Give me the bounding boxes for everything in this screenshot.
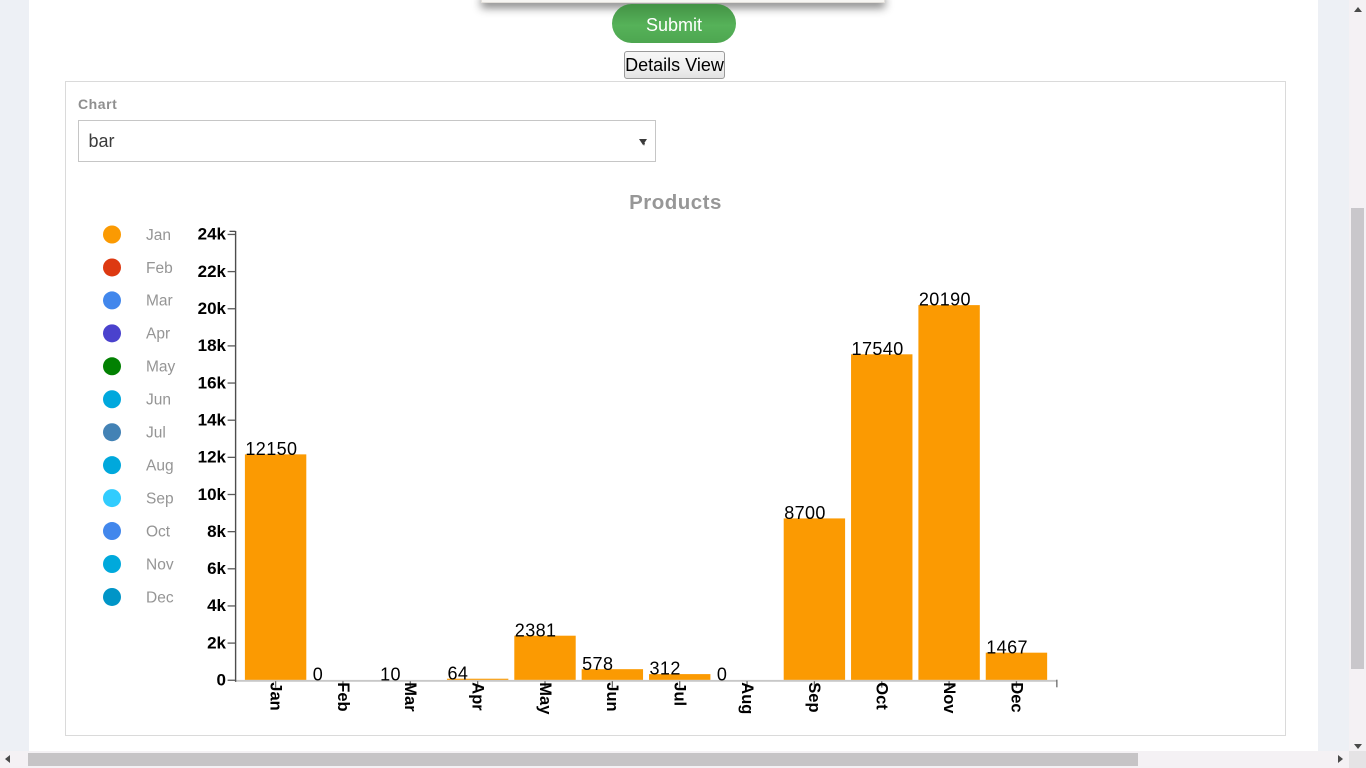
svg-text:Jan: Jan [146,227,171,244]
svg-text:312: 312 [650,659,681,679]
svg-text:10: 10 [380,664,401,684]
svg-text:64: 64 [447,663,468,683]
svg-text:24k: 24k [198,225,227,244]
svg-text:Oct: Oct [146,523,171,540]
svg-text:Apr: Apr [146,326,170,343]
svg-text:16k: 16k [198,373,227,392]
svg-text:May: May [146,359,176,376]
svg-text:1467: 1467 [986,637,1028,657]
svg-text:20k: 20k [198,299,227,318]
svg-text:Jun: Jun [146,392,171,409]
svg-text:0: 0 [217,671,226,690]
svg-text:Dec: Dec [1007,682,1025,712]
svg-text:Jul: Jul [671,682,689,706]
svg-text:Feb: Feb [334,682,352,711]
svg-text:Feb: Feb [146,260,173,277]
svg-text:17540: 17540 [852,339,904,359]
svg-text:18k: 18k [198,336,227,355]
svg-text:Jan: Jan [266,682,284,710]
svg-text:Dec: Dec [146,589,174,606]
svg-text:2k: 2k [207,633,226,652]
svg-text:Sep: Sep [805,682,823,712]
svg-text:12150: 12150 [245,439,297,459]
svg-text:Oct: Oct [873,682,891,710]
svg-text:Nov: Nov [146,556,174,573]
svg-text:12k: 12k [198,448,227,467]
svg-text:2381: 2381 [515,620,557,640]
svg-text:4k: 4k [207,596,226,615]
svg-text:578: 578 [582,654,613,674]
svg-text:22k: 22k [198,262,227,281]
svg-text:6k: 6k [207,559,226,578]
svg-text:Aug: Aug [738,682,756,714]
svg-text:14k: 14k [198,410,227,429]
svg-text:Aug: Aug [146,457,174,474]
svg-text:8700: 8700 [784,503,826,523]
svg-text:0: 0 [313,665,323,685]
svg-text:Mar: Mar [401,682,419,712]
svg-text:May: May [536,682,554,715]
svg-text:Jun: Jun [603,682,621,711]
svg-text:20190: 20190 [919,290,971,310]
svg-text:Mar: Mar [146,293,173,310]
svg-text:10k: 10k [198,485,227,504]
svg-text:Apr: Apr [468,682,486,711]
svg-text:Nov: Nov [940,682,958,714]
svg-text:0: 0 [717,665,727,685]
svg-text:8k: 8k [207,522,226,541]
svg-text:Sep: Sep [146,490,174,507]
svg-text:Jul: Jul [146,425,166,442]
